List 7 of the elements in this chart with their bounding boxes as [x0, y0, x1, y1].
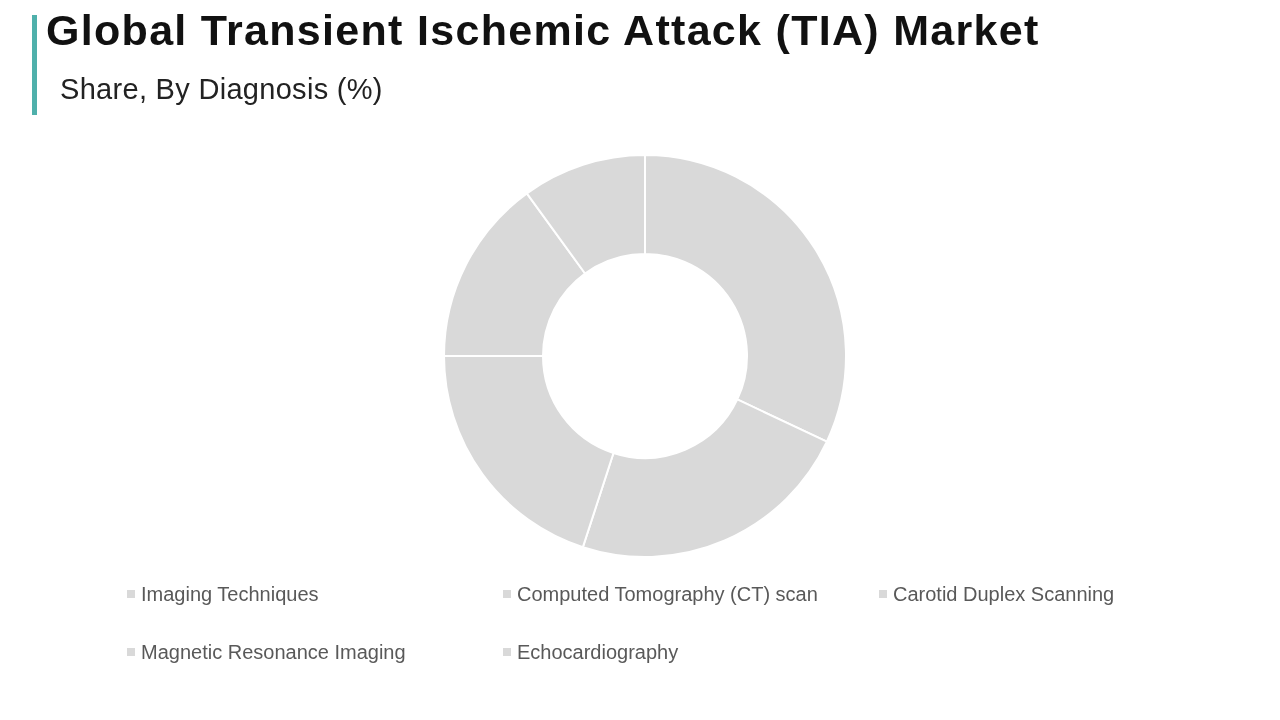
- legend-label: Computed Tomography (CT) scan: [517, 583, 818, 605]
- legend-label: Echocardiography: [517, 641, 679, 663]
- legend-label: Magnetic Resonance Imaging: [141, 641, 406, 663]
- legend-label: Carotid Duplex Scanning: [893, 583, 1115, 605]
- chart-title: Global Transient Ischemic Attack (TIA) Market: [46, 6, 1040, 55]
- legend-label: Imaging Techniques: [141, 583, 319, 605]
- chart-subtitle: Share, By Diagnosis (%): [60, 73, 383, 106]
